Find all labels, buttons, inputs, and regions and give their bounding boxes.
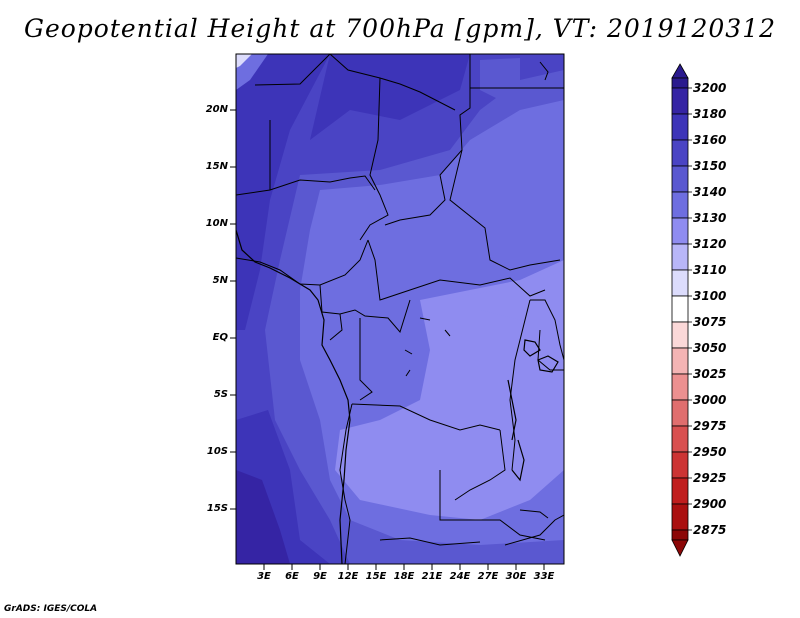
- axis-ticks: [230, 109, 545, 570]
- lat-label-5n: 5N: [212, 275, 228, 286]
- map-title: Geopotential Height at 700hPa [gpm], VT:…: [23, 14, 777, 43]
- grads-credit: GrADS: IGES/COLA: [4, 604, 98, 614]
- colorbar-label-3120: 3120: [693, 237, 727, 251]
- colorbar-label-3025: 3025: [693, 367, 727, 381]
- colorbar-label-3110: 3110: [693, 263, 727, 277]
- lat-label-10s: 10S: [206, 446, 228, 457]
- colorbar-label-3180: 3180: [693, 107, 727, 121]
- lat-label-eq: EQ: [212, 332, 228, 343]
- colorbar-label-2925: 2925: [693, 471, 727, 485]
- colorbar-label-3075: 3075: [693, 315, 727, 329]
- colorbar-label-3000: 3000: [693, 393, 727, 407]
- colorbar-label-2975: 2975: [693, 419, 727, 433]
- lat-label-5s: 5S: [213, 389, 228, 400]
- colorbar-bottom-arrow: [671, 539, 689, 557]
- lon-label-30e: 30E: [505, 571, 527, 582]
- colorbar-top-arrow: [671, 63, 689, 79]
- colorbar-label-3130: 3130: [693, 211, 727, 225]
- lon-label-24e: 24E: [449, 571, 471, 582]
- colorbar: [671, 63, 692, 557]
- colorbar-label-3140: 3140: [693, 185, 727, 199]
- lon-label-9e: 9E: [313, 571, 327, 582]
- colorbar-label-2900: 2900: [693, 497, 727, 511]
- colorbar-label-3160: 3160: [693, 133, 727, 147]
- country-borders: [236, 54, 564, 564]
- lon-label-6e: 6E: [285, 571, 299, 582]
- lat-label-20n: 20N: [205, 104, 228, 115]
- colorbar-label-3050: 3050: [693, 341, 727, 355]
- lat-label-10n: 10N: [205, 218, 228, 229]
- lon-label-33e: 33E: [533, 571, 555, 582]
- lat-label-15s: 15S: [206, 503, 228, 514]
- lat-label-15n: 15N: [205, 161, 228, 172]
- colorbar-label-3150: 3150: [693, 159, 727, 173]
- colorbar-label-3200: 3200: [693, 81, 727, 95]
- colorbar-label-3100: 3100: [693, 289, 727, 303]
- lon-label-18e: 18E: [393, 571, 415, 582]
- colorbar-label-2875: 2875: [693, 523, 727, 537]
- lon-label-12e: 12E: [337, 571, 359, 582]
- map-frame: [235, 53, 565, 565]
- lon-label-27e: 27E: [477, 571, 499, 582]
- colorbar-label-2950: 2950: [693, 445, 727, 459]
- lon-label-21e: 21E: [421, 571, 443, 582]
- height-field: [236, 54, 564, 564]
- lon-label-15e: 15E: [365, 571, 387, 582]
- lon-label-3e: 3E: [257, 571, 271, 582]
